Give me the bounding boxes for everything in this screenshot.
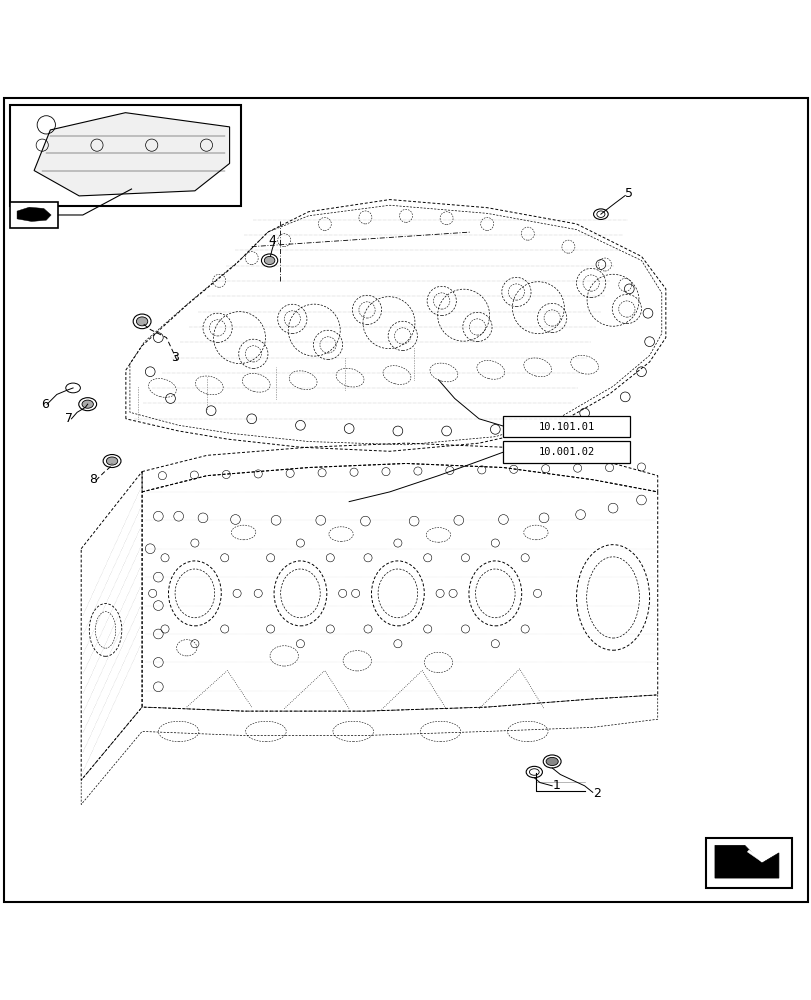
Text: 7: 7: [65, 412, 73, 425]
Ellipse shape: [545, 757, 558, 766]
Text: 5: 5: [624, 187, 633, 200]
Bar: [706, 838, 791, 888]
Polygon shape: [746, 850, 774, 862]
Ellipse shape: [264, 256, 274, 265]
Text: 10.001.02: 10.001.02: [538, 447, 594, 457]
FancyBboxPatch shape: [502, 441, 629, 463]
Ellipse shape: [136, 317, 148, 326]
Text: 10.101.01: 10.101.01: [538, 422, 594, 432]
Ellipse shape: [82, 400, 93, 408]
Text: 2: 2: [592, 787, 600, 800]
Text: 8: 8: [89, 473, 97, 486]
Text: 4: 4: [268, 234, 276, 247]
Bar: [10, 202, 58, 228]
Bar: [10, 105, 241, 206]
FancyBboxPatch shape: [502, 416, 629, 437]
Text: 6: 6: [41, 398, 49, 411]
Polygon shape: [17, 207, 51, 221]
Ellipse shape: [106, 457, 118, 465]
Text: 3: 3: [170, 351, 178, 364]
Polygon shape: [34, 113, 230, 196]
Polygon shape: [714, 845, 778, 878]
Text: 1: 1: [551, 779, 560, 792]
